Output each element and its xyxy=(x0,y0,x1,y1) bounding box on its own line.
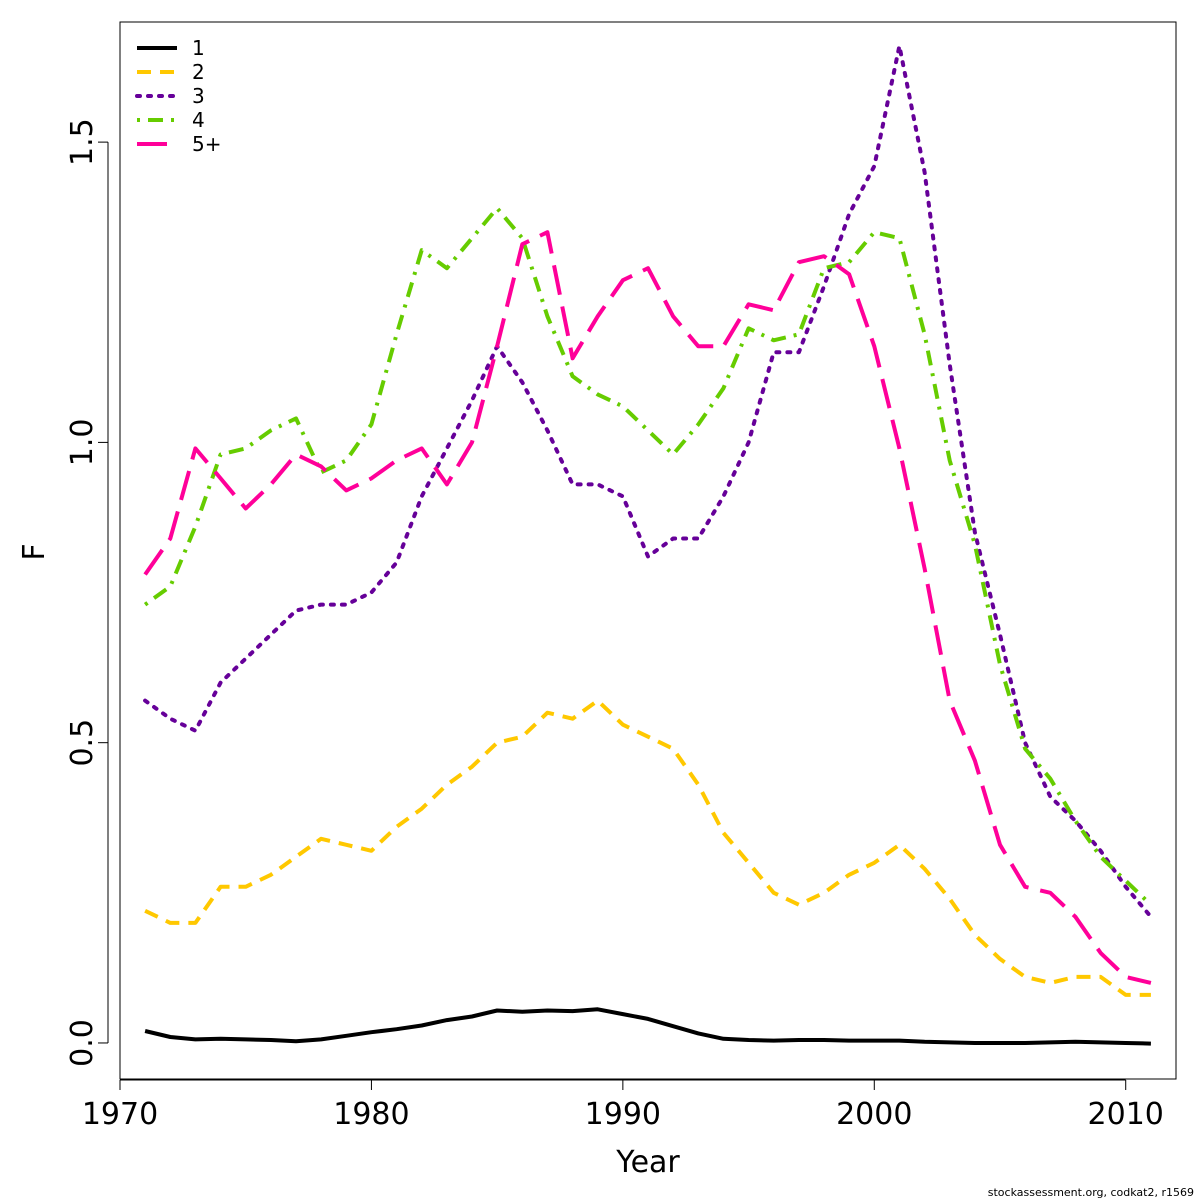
credit-text: stockassessment.org, codkat2, r1569 xyxy=(988,1186,1194,1199)
x-axis: 1970 1980 1990 2000 2010 xyxy=(82,1079,1164,1132)
plot-frame xyxy=(119,21,1177,1080)
y-tick-label: 0.0 xyxy=(65,1019,100,1067)
y-tick-label: 0.5 xyxy=(65,719,100,767)
legend-label: 1 xyxy=(192,36,205,60)
y-tick-label: 1.5 xyxy=(65,118,100,166)
legend-label: 3 xyxy=(192,84,205,108)
series-line-1 xyxy=(144,1007,1151,1046)
y-axis: 0.0 0.5 1.0 1.5 xyxy=(65,118,109,1067)
x-axis-title: Year xyxy=(615,1145,680,1180)
y-axis-title: F xyxy=(17,543,52,560)
x-tick-label: 2000 xyxy=(836,1097,912,1132)
series-line-2 xyxy=(144,698,1151,997)
series-layer xyxy=(143,44,1153,1046)
legend-label: 5+ xyxy=(192,132,221,156)
legend-label: 4 xyxy=(192,108,205,132)
series-line-5plus xyxy=(143,230,1152,985)
series-line-4 xyxy=(143,206,1153,907)
x-tick-label: 1980 xyxy=(333,1097,409,1132)
x-tick-label: 1970 xyxy=(82,1097,158,1132)
x-tick-label: 1990 xyxy=(585,1097,661,1132)
series-line-3 xyxy=(143,44,1153,919)
x-tick-label: 2010 xyxy=(1088,1097,1164,1132)
legend-label: 2 xyxy=(192,60,205,84)
y-tick-label: 1.0 xyxy=(65,419,100,467)
